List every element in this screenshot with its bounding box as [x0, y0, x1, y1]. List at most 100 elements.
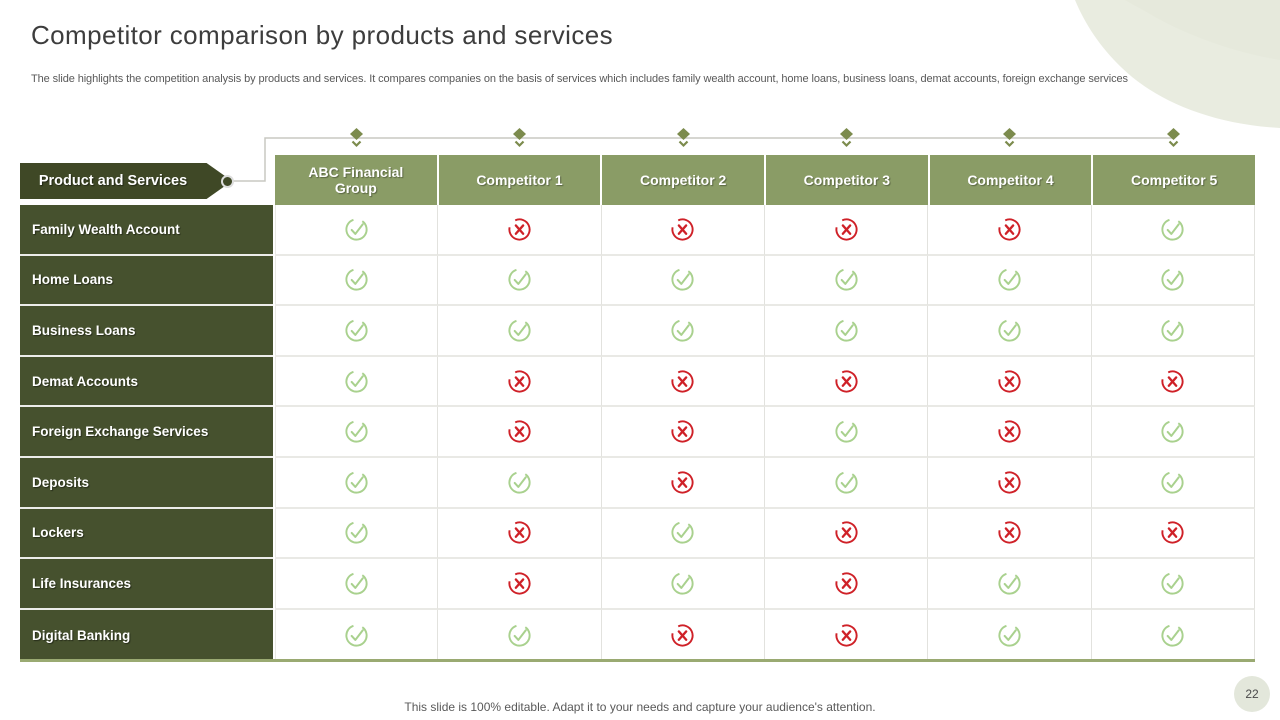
availability-cell	[764, 609, 929, 661]
table-row: Family Wealth Account	[20, 205, 1255, 256]
cross-circle-icon	[508, 420, 531, 443]
availability-cell	[438, 356, 602, 408]
cross-circle-icon	[671, 471, 694, 494]
row-cells	[275, 609, 1255, 661]
column-header-label: Competitor 2	[639, 171, 727, 188]
row-cells	[275, 205, 1255, 256]
availability-cell	[1091, 508, 1255, 560]
availability-cell	[928, 407, 1092, 458]
check-circle-icon	[671, 268, 694, 291]
check-circle-icon	[345, 420, 368, 443]
table-row: Home Loans	[20, 255, 1255, 307]
availability-cell	[928, 609, 1092, 661]
check-circle-icon	[998, 572, 1021, 595]
check-circle-icon	[671, 521, 694, 544]
availability-cell	[1091, 205, 1255, 256]
availability-cell	[601, 559, 765, 610]
availability-cell	[764, 559, 929, 610]
availability-cell	[1091, 457, 1255, 509]
check-circle-icon	[508, 623, 531, 647]
availability-cell	[601, 255, 765, 307]
availability-cell	[438, 508, 602, 560]
check-circle-icon	[998, 319, 1021, 342]
cross-circle-icon	[508, 521, 531, 544]
table-header-row: ABC Financial Group Competitor 1 Competito…	[275, 155, 1255, 205]
cross-circle-icon	[998, 218, 1021, 241]
cross-circle-icon	[835, 218, 858, 241]
availability-cell	[601, 609, 765, 661]
corner-tag-product-and-services: Product and Services	[20, 163, 232, 199]
column-markers	[275, 128, 1255, 152]
cross-circle-icon	[1161, 521, 1184, 544]
availability-cell	[438, 205, 602, 256]
cross-circle-icon	[671, 369, 694, 393]
check-circle-icon	[835, 319, 858, 342]
availability-cell	[601, 457, 765, 509]
table-bottom-border	[20, 659, 1255, 662]
row-cells	[275, 306, 1255, 357]
cross-circle-icon	[671, 623, 694, 647]
cross-circle-icon	[835, 521, 858, 544]
availability-cell	[438, 609, 602, 661]
check-circle-icon	[1161, 623, 1184, 647]
column-header-label: Competitor 3	[803, 171, 890, 188]
corner-swoosh-decoration	[1075, 0, 1280, 128]
row-label: Lockers	[20, 508, 273, 560]
column-marker	[602, 128, 765, 152]
availability-cell	[1091, 356, 1255, 408]
table-body: Family Wealth Account Home Loans	[20, 205, 1255, 661]
cross-circle-icon	[998, 471, 1021, 494]
row-cells	[275, 356, 1255, 408]
check-circle-icon	[1161, 319, 1184, 342]
check-circle-icon	[345, 572, 368, 595]
availability-cell	[601, 356, 765, 408]
availability-cell	[275, 306, 439, 357]
availability-cell	[275, 508, 439, 560]
diamond-chevron-icon	[676, 128, 690, 148]
check-circle-icon	[508, 471, 531, 494]
check-circle-icon	[345, 319, 368, 342]
availability-cell	[1091, 609, 1255, 661]
row-label: Demat Accounts	[20, 356, 273, 408]
availability-cell	[928, 255, 1092, 307]
availability-cell	[438, 407, 602, 458]
availability-cell	[275, 407, 439, 458]
column-marker	[765, 128, 928, 152]
diamond-chevron-icon	[350, 128, 364, 148]
availability-cell	[764, 205, 929, 256]
table-row: Business Loans	[20, 306, 1255, 357]
row-cells	[275, 255, 1255, 307]
check-circle-icon	[835, 471, 858, 494]
row-cells	[275, 508, 1255, 560]
availability-cell	[438, 306, 602, 357]
check-circle-icon	[345, 471, 368, 494]
cross-circle-icon	[998, 369, 1021, 393]
availability-cell	[764, 407, 929, 458]
check-circle-icon	[508, 268, 531, 291]
diamond-chevron-icon	[1003, 128, 1017, 148]
row-cells	[275, 559, 1255, 610]
row-label: Foreign Exchange Services	[20, 407, 273, 458]
cross-circle-icon	[508, 218, 531, 241]
row-label: Family Wealth Account	[20, 205, 273, 256]
availability-cell	[928, 205, 1092, 256]
cross-circle-icon	[998, 521, 1021, 544]
column-header: Competitor 2	[602, 155, 764, 205]
row-label: Home Loans	[20, 255, 273, 307]
check-circle-icon	[345, 369, 368, 393]
cross-circle-icon	[835, 572, 858, 595]
page-title: Competitor comparison by products and se…	[31, 20, 613, 50]
column-header: Competitor 1	[438, 155, 601, 205]
column-header-label: Competitor 5	[1130, 171, 1218, 188]
check-circle-icon	[835, 268, 858, 291]
availability-cell	[928, 457, 1092, 509]
column-header: ABC Financial Group	[275, 155, 437, 205]
availability-cell	[601, 407, 765, 458]
column-header: Competitor 5	[1093, 155, 1255, 205]
availability-cell	[601, 205, 765, 256]
availability-cell	[601, 508, 765, 560]
availability-cell	[764, 508, 929, 560]
availability-cell	[275, 457, 439, 509]
check-circle-icon	[345, 218, 368, 241]
